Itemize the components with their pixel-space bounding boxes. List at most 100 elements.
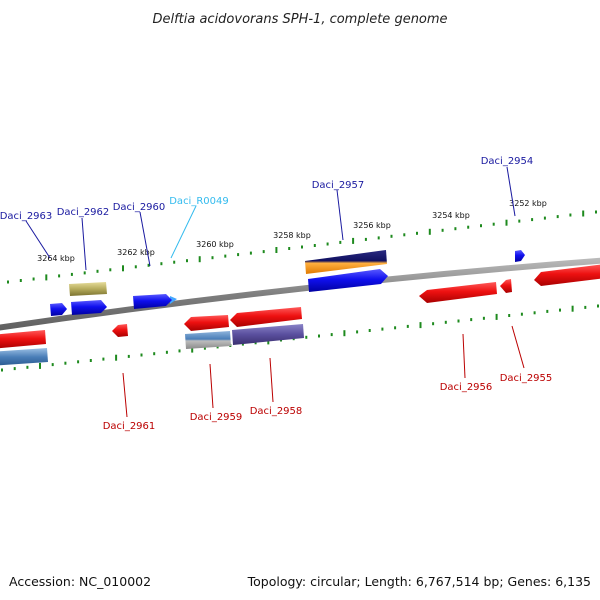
scale-lower-dot <box>153 352 156 356</box>
scale-lower-dot <box>1 368 3 372</box>
scale-lower-dot <box>140 353 143 357</box>
gene-daci-2953[interactable] <box>534 264 600 286</box>
scale-lower-dot <box>165 350 168 354</box>
gene-daci-2956[interactable] <box>419 282 497 303</box>
gene-daci-2957[interactable] <box>308 269 388 292</box>
scale-tick-3256: 3256 kbp <box>353 221 391 230</box>
label-daci-2957[interactable]: Daci_2957 <box>312 180 365 191</box>
scale-upper-dot <box>428 228 431 235</box>
gene-daci-2955[interactable] <box>500 279 512 293</box>
scale-upper-dot <box>301 245 303 249</box>
scale-upper-dot <box>505 219 508 226</box>
scale-upper-dot <box>7 280 9 284</box>
label-daci-2954[interactable]: Daci_2954 <box>481 156 534 167</box>
scale-tick-3254: 3254 kbp <box>432 211 470 220</box>
scale-upper-dot <box>249 251 252 255</box>
scale-lower-dot <box>241 342 244 346</box>
scale-lower-dot <box>520 312 523 316</box>
scale-upper-dot <box>109 268 112 272</box>
scale-lower-dot <box>368 329 371 332</box>
label-daci-2961[interactable]: Daci_2961 <box>103 421 156 432</box>
label-daci-2956[interactable]: Daci_2956 <box>440 382 493 393</box>
scale-lower-dot <box>343 330 346 337</box>
leader-daci-2956 <box>462 333 466 379</box>
scale-upper-dot <box>390 234 393 238</box>
scale-upper-dot <box>377 236 380 240</box>
scale-upper-dot <box>96 269 99 273</box>
leader-daci-2957 <box>336 189 344 241</box>
scale-lower-dot <box>559 308 561 312</box>
scale-upper-dot <box>70 272 73 276</box>
label-daci-2959[interactable]: Daci_2959 <box>190 412 243 423</box>
gene-daci-2960[interactable] <box>133 294 172 309</box>
scale-upper-dot <box>134 265 137 269</box>
scale-lower-dot <box>444 320 447 324</box>
scale-upper-dot <box>416 231 418 235</box>
gene-daci-2959[interactable] <box>184 315 229 331</box>
leader-daci-2958 <box>269 357 274 403</box>
scale-upper-dot <box>186 259 188 263</box>
scale-lower-dot <box>318 334 320 338</box>
scale-upper-dot <box>32 277 35 281</box>
label-daci-2960[interactable]: Daci_2960 <box>113 202 166 213</box>
scale-upper-dot <box>19 279 22 282</box>
gene-daci-2959-steel[interactable] <box>185 331 231 349</box>
gene-daci-2954[interactable] <box>515 250 525 262</box>
scale-tick-3252: 3252 kbp <box>509 199 547 208</box>
scale-upper-dot <box>467 225 470 229</box>
scale-lower-dot <box>356 330 359 334</box>
scale-upper-dot <box>122 265 124 272</box>
label-daci-2958[interactable]: Daci_2958 <box>250 406 303 417</box>
scale-lower-dot <box>13 367 16 371</box>
gene-daci-2961[interactable] <box>112 324 128 337</box>
scale-upper-dot <box>288 247 291 250</box>
gene-left-steel[interactable] <box>0 348 48 366</box>
scale-upper-dot <box>147 263 150 267</box>
gene-daci-2963[interactable] <box>50 303 67 316</box>
leader-daci-2955 <box>511 325 525 369</box>
gene-daci-2962-olive[interactable] <box>69 282 107 296</box>
scale-lower-dot <box>77 360 80 364</box>
scale-upper-dot <box>543 216 546 220</box>
gene-daci-2958-purple[interactable] <box>232 324 304 345</box>
reverse-genes <box>0 264 600 366</box>
scale-lower-dot <box>102 357 105 361</box>
gene-daci-2957-orange[interactable] <box>305 250 387 274</box>
scale-lower-dot <box>305 335 308 339</box>
scale-lower-dot <box>597 304 599 308</box>
scale-upper-dot <box>531 218 534 222</box>
scale-upper-dot <box>313 244 316 247</box>
leader-daci-r0049 <box>170 205 197 259</box>
scale-upper-dot <box>441 228 444 232</box>
forward-genes <box>50 250 525 316</box>
leader-lines <box>25 166 525 418</box>
label-daci-2962[interactable]: Daci_2962 <box>57 207 110 218</box>
scale-lower-dot <box>254 341 257 345</box>
scale-dots-upper <box>7 210 597 284</box>
scale-lower-dot <box>26 365 29 369</box>
label-daci-r0049[interactable]: Daci_R0049 <box>169 196 229 207</box>
scale-lower-dot <box>178 349 181 353</box>
label-daci-2963[interactable]: Daci_2963 <box>0 211 52 222</box>
scale-lower-dot <box>51 363 54 367</box>
leader-daci-2959 <box>209 363 214 409</box>
gene-left-red[interactable] <box>0 330 46 349</box>
scale-upper-dot <box>403 233 406 237</box>
scale-lower-dot <box>495 313 498 320</box>
genome-summary-text: Topology: circular; Length: 6,767,514 bp… <box>247 574 591 589</box>
gene-daci-2958[interactable] <box>230 307 302 327</box>
scale-upper-dot <box>569 213 572 217</box>
scale-lower-dot <box>89 359 92 362</box>
scale-upper-dot <box>364 237 367 241</box>
scale-upper-dot <box>339 240 342 244</box>
scale-lower-dot <box>482 316 485 320</box>
leader-daci-2960 <box>139 211 151 267</box>
scale-tick-3262: 3262 kbp <box>117 248 155 257</box>
scale-upper-dot <box>160 262 163 266</box>
scale-upper-dot <box>275 247 278 253</box>
gene-labels: Daci_2954 Daci_2957 Daci_R0049 Daci_2960… <box>0 156 552 432</box>
gene-daci-2962[interactable] <box>71 300 107 315</box>
label-daci-2955[interactable]: Daci_2955 <box>500 373 553 384</box>
gene-daci-r0049[interactable] <box>170 296 177 304</box>
scale-lower-dot <box>394 326 397 330</box>
